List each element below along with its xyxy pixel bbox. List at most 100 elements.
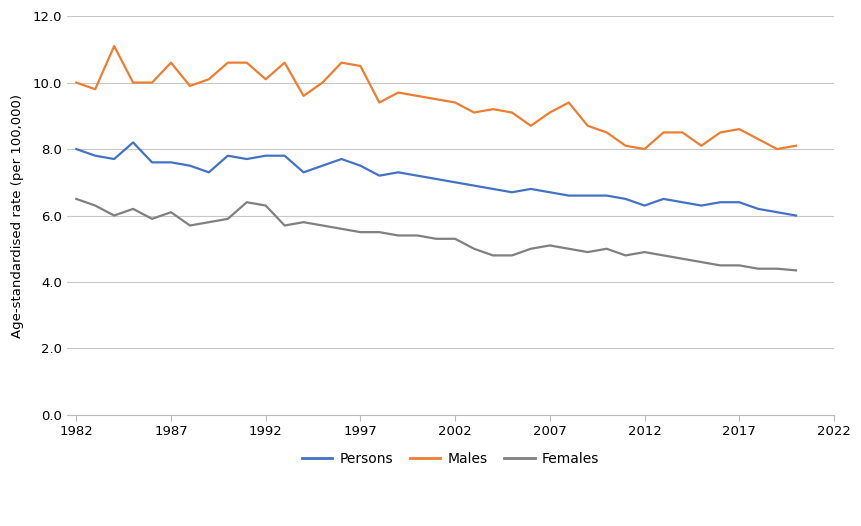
Females — [525, 246, 536, 252]
Males — [525, 123, 536, 129]
Persons — [525, 186, 536, 192]
Males — [544, 109, 554, 116]
Males — [412, 93, 422, 99]
Persons — [544, 189, 554, 196]
Y-axis label: Age-standardised rate (per 100,000): Age-standardised rate (per 100,000) — [11, 94, 24, 338]
Persons — [677, 199, 687, 205]
Males — [430, 96, 441, 103]
Females — [71, 196, 81, 202]
Males — [374, 99, 384, 106]
Persons — [393, 169, 403, 176]
Persons — [790, 213, 801, 219]
Persons — [355, 163, 365, 169]
Females — [771, 266, 782, 272]
Males — [658, 129, 668, 136]
Females — [696, 259, 706, 265]
Males — [790, 143, 801, 149]
Males — [165, 59, 176, 66]
Females — [90, 203, 100, 209]
Females — [658, 252, 668, 259]
Persons — [222, 153, 232, 159]
Females — [601, 246, 611, 252]
Males — [184, 83, 195, 89]
Females — [355, 229, 365, 235]
Persons — [582, 193, 592, 199]
Males — [127, 79, 138, 86]
Persons — [279, 153, 289, 159]
Males — [715, 129, 725, 136]
Persons — [753, 206, 763, 212]
Males — [260, 76, 270, 83]
Males — [71, 79, 81, 86]
Persons — [601, 193, 611, 199]
Females — [677, 256, 687, 262]
Line: Persons: Persons — [76, 143, 796, 216]
Females — [127, 206, 138, 212]
Persons — [468, 183, 479, 189]
Females — [108, 213, 119, 219]
Males — [734, 126, 744, 132]
Persons — [658, 196, 668, 202]
Persons — [71, 146, 81, 152]
Females — [412, 232, 422, 239]
Persons — [563, 193, 573, 199]
Persons — [165, 159, 176, 166]
Males — [241, 59, 251, 66]
Females — [222, 216, 232, 222]
Persons — [298, 169, 308, 176]
Males — [317, 79, 327, 86]
Males — [146, 79, 157, 86]
Persons — [241, 156, 251, 162]
Males — [108, 43, 119, 49]
Females — [487, 252, 498, 259]
Males — [582, 123, 592, 129]
Persons — [90, 153, 100, 159]
Males — [563, 99, 573, 106]
Persons — [203, 169, 214, 176]
Persons — [506, 189, 517, 196]
Persons — [430, 176, 441, 182]
Females — [790, 267, 801, 274]
Persons — [317, 163, 327, 169]
Males — [355, 63, 365, 69]
Persons — [620, 196, 630, 202]
Females — [620, 252, 630, 259]
Females — [544, 242, 554, 249]
Females — [506, 252, 517, 259]
Females — [639, 249, 649, 255]
Females — [430, 236, 441, 242]
Females — [203, 219, 214, 225]
Persons — [412, 173, 422, 179]
Legend: Persons, Males, Females: Persons, Males, Females — [296, 447, 604, 472]
Persons — [639, 203, 649, 209]
Females — [734, 262, 744, 269]
Line: Males: Males — [76, 46, 796, 149]
Males — [506, 109, 517, 116]
Females — [165, 209, 176, 215]
Males — [487, 106, 498, 113]
Females — [582, 249, 592, 255]
Persons — [696, 203, 706, 209]
Females — [184, 222, 195, 229]
Males — [639, 146, 649, 152]
Males — [279, 59, 289, 66]
Females — [715, 262, 725, 269]
Males — [222, 59, 232, 66]
Persons — [487, 186, 498, 192]
Females — [374, 229, 384, 235]
Males — [753, 136, 763, 142]
Males — [90, 86, 100, 93]
Females — [279, 222, 289, 229]
Persons — [734, 199, 744, 205]
Males — [771, 146, 782, 152]
Females — [563, 246, 573, 252]
Males — [393, 89, 403, 96]
Persons — [184, 163, 195, 169]
Males — [620, 143, 630, 149]
Females — [146, 216, 157, 222]
Females — [317, 222, 327, 229]
Males — [696, 143, 706, 149]
Persons — [715, 199, 725, 205]
Persons — [771, 209, 782, 215]
Persons — [449, 179, 460, 186]
